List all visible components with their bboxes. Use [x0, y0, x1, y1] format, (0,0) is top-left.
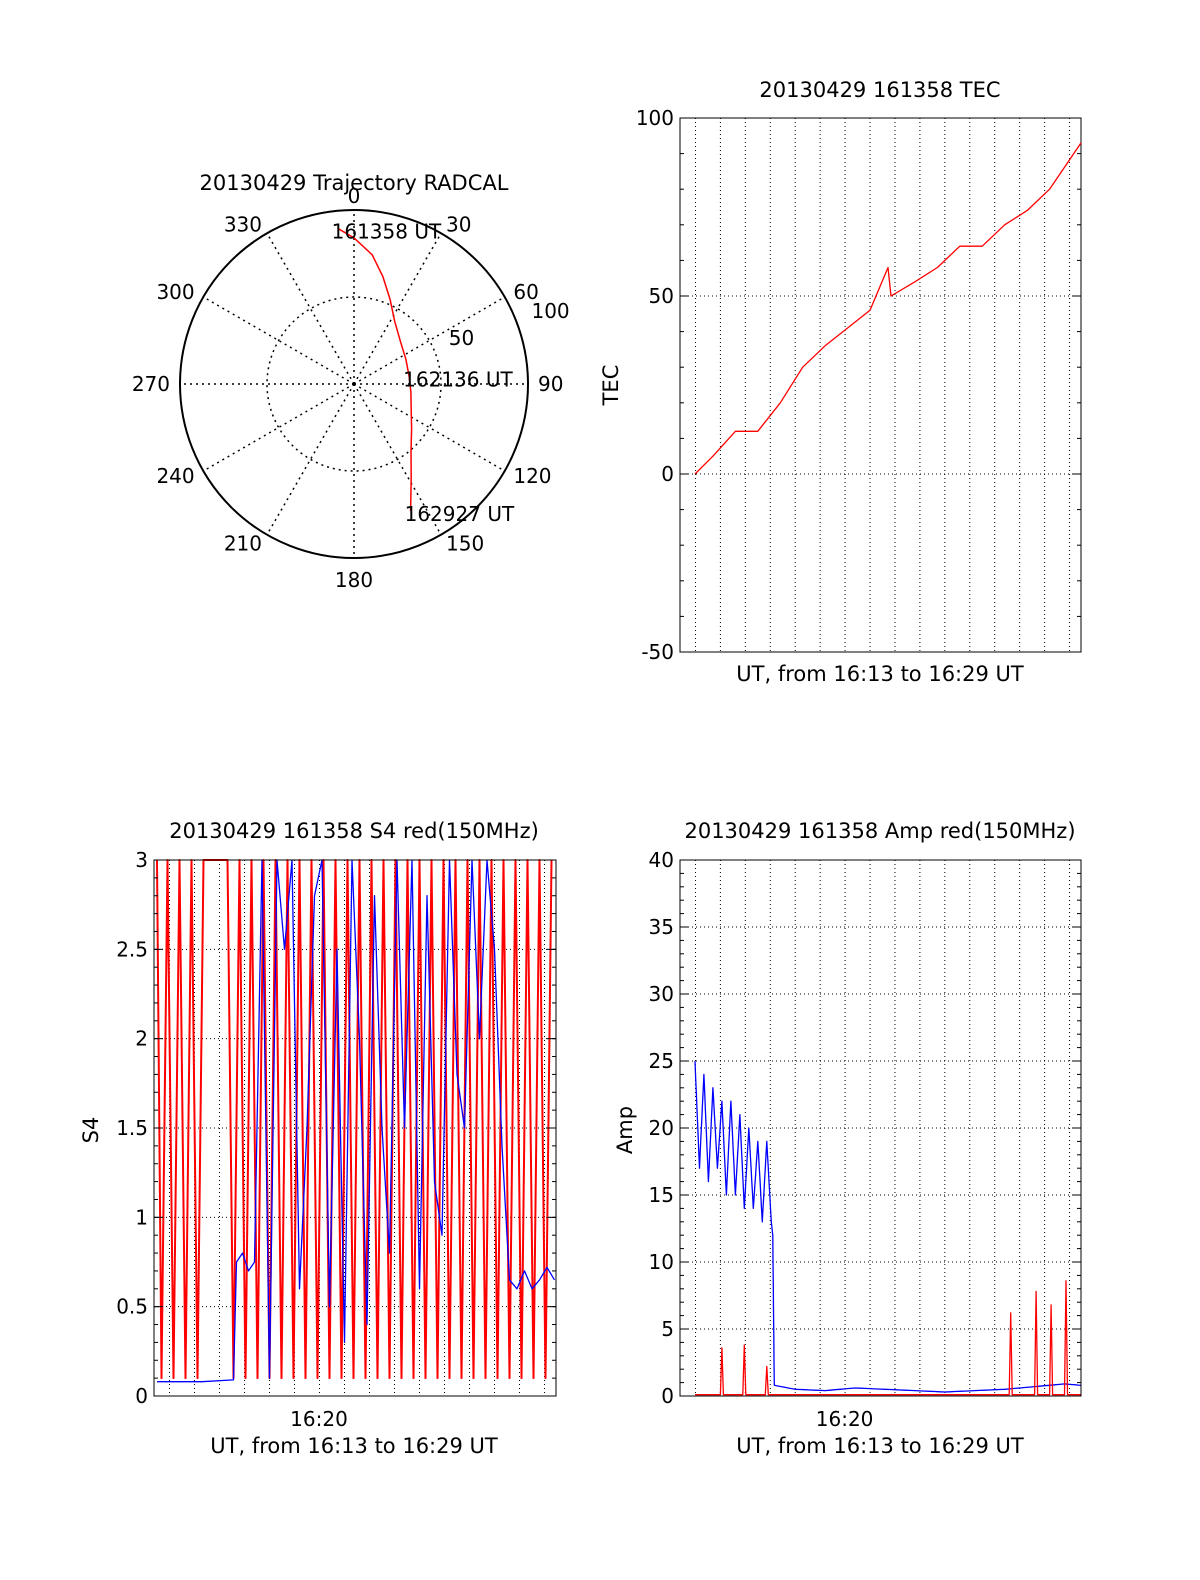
y-tick-label: 35: [649, 915, 674, 939]
polar-title: 20130429 Trajectory RADCAL: [200, 171, 509, 195]
y-tick-label: 50: [649, 284, 674, 308]
y-tick-label: 15: [649, 1183, 674, 1207]
series-line-blue: [694, 1060, 1082, 1393]
y-tick-label: -50: [641, 640, 674, 664]
y-tick-label: 5: [661, 1317, 674, 1341]
y-tick-label: 1: [135, 1205, 148, 1229]
series-line-red: [695, 1280, 1081, 1396]
y-tick-label: 0: [661, 1384, 674, 1408]
y-tick-label: 30: [649, 982, 674, 1006]
amp-x-ticks: 16:20: [816, 1407, 874, 1431]
polar-grid-spoke: [202, 383, 355, 472]
polar-annotation-label: 162927 UT: [405, 502, 515, 526]
polar-angle-tick-label: 60: [513, 280, 538, 304]
polar-angle-tick-label: 120: [513, 464, 551, 488]
amp-chart: 20130429 161358 Amp red(150MHz) 0 5 10 15 20…: [613, 819, 1082, 1458]
y-tick-label: 25: [649, 1049, 674, 1073]
amp-ylabel: Amp: [613, 1106, 637, 1154]
y-tick-label: 0: [135, 1384, 148, 1408]
polar-grid-spoke: [353, 296, 506, 385]
polar-angle-tick-label: 210: [224, 531, 262, 555]
polar-angle-tick-label: 330: [224, 213, 262, 237]
y-tick-label: 100: [636, 106, 674, 130]
polar-series: [337, 227, 413, 512]
y-tick-label: 0: [661, 462, 674, 486]
polar-angle-ticks: 0 30 60 90 120 150 180 210 240 270 300 330: [132, 184, 564, 592]
amp-series: [694, 1060, 1082, 1396]
y-tick-label: 0.5: [116, 1295, 148, 1319]
y-tick-label: 3: [135, 848, 148, 872]
s4-xlabel: UT, from 16:13 to 16:29 UT: [210, 1434, 498, 1458]
polar-angle-tick-label: 240: [156, 464, 194, 488]
s4-series: [156, 859, 556, 1383]
x-tick-label: 16:20: [290, 1407, 348, 1431]
y-tick-label: 10: [649, 1250, 674, 1274]
s4-title: 20130429 161358 S4 red(150MHz): [169, 819, 539, 843]
polar-grid-ring: [266, 296, 442, 472]
amp-title: 20130429 161358 Amp red(150MHz): [684, 819, 1075, 843]
polar-angle-tick-label: 90: [538, 372, 563, 396]
y-tick-label: 2: [135, 1027, 148, 1051]
polar-angle-tick-label: 30: [446, 213, 471, 237]
tec-plot-frame: [679, 117, 1082, 653]
tec-chart: 20130429 161358 TEC -50 0 50 100 UT, from 1…: [599, 78, 1082, 686]
polar-grid-spoke: [353, 383, 442, 536]
tec-title: 20130429 161358 TEC: [759, 78, 1000, 102]
tec-grid: [680, 118, 1081, 652]
polar-grid-spoke: [202, 296, 355, 385]
tec-ylabel: TEC: [599, 365, 623, 407]
polar-annotation-label: 162136 UT: [403, 367, 513, 391]
polar-angle-tick-label: 150: [446, 531, 484, 555]
tec-y-ticks: -50 0 50 100: [636, 106, 1081, 664]
y-tick-label: 2.5: [116, 937, 148, 961]
s4-chart: 20130429 161358 S4 red(150MHz) 0 0.5 1 1.5 2…: [79, 819, 557, 1458]
tec-series: [694, 142, 1082, 475]
polar-angle-tick-label: 270: [132, 372, 170, 396]
polar-angle-tick-label: 0: [348, 184, 361, 208]
polar-grid-spoke: [353, 232, 442, 385]
amp-xlabel: UT, from 16:13 to 16:29 UT: [736, 1434, 1024, 1458]
y-tick-label: 40: [649, 848, 674, 872]
polar-annotation-label: 161358 UT: [332, 219, 442, 243]
polar-grid-spoke: [266, 232, 355, 385]
polar-grid-spoke: [266, 383, 355, 536]
series-line-blue: [157, 859, 556, 1383]
polar-grid: [180, 210, 528, 558]
polar-radius-tick-label: 50: [449, 326, 474, 350]
x-tick-label: 16:20: [816, 1407, 874, 1431]
s4-x-ticks: 16:20: [290, 1407, 348, 1431]
s4-ylabel: S4: [79, 1117, 103, 1144]
series-line-red: [156, 859, 553, 1380]
series-line-red: [694, 142, 1082, 475]
polar-radius-tick-label: 100: [531, 299, 569, 323]
y-tick-label: 20: [649, 1116, 674, 1140]
polar-radius-ticks: 50 100: [449, 299, 570, 350]
polar-angle-tick-label: 300: [156, 280, 194, 304]
polar-trajectory-line: [337, 227, 413, 512]
polar-angle-tick-label: 180: [335, 568, 373, 592]
s4-y-ticks: 0 0.5 1 1.5 2 2.5 3: [116, 848, 556, 1408]
y-tick-label: 1.5: [116, 1116, 148, 1140]
polar-outer-ring: [179, 209, 529, 559]
polar-annotations: 161358 UT 162136 UT 162927 UT: [332, 219, 515, 526]
polar-trajectory-chart: 20130429 Trajectory RADCAL 0 30 60 90 120 150…: [132, 171, 570, 592]
tec-xlabel: UT, from 16:13 to 16:29 UT: [736, 662, 1024, 686]
amp-y-ticks: 0 5 10 15 20 25 30 35 40: [649, 848, 1081, 1408]
polar-grid-spoke: [353, 383, 506, 472]
